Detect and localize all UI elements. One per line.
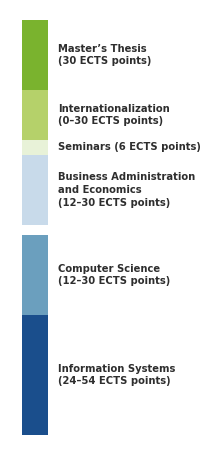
Bar [22,155,48,225]
Bar [22,20,48,90]
Bar [22,140,48,155]
Text: Business Administration
and Economics
(12–30 ECTS points): Business Administration and Economics (1… [58,172,195,208]
Text: Seminars (6 ECTS points): Seminars (6 ECTS points) [58,143,201,153]
Text: Internationalization
(0–30 ECTS points): Internationalization (0–30 ECTS points) [58,104,170,126]
Text: Computer Science
(12–30 ECTS points): Computer Science (12–30 ECTS points) [58,264,170,286]
Bar [22,90,48,140]
Bar [22,235,48,315]
Bar [22,315,48,435]
Text: Information Systems
(24–54 ECTS points): Information Systems (24–54 ECTS points) [58,364,175,386]
Text: Master’s Thesis
(30 ECTS points): Master’s Thesis (30 ECTS points) [58,43,151,67]
